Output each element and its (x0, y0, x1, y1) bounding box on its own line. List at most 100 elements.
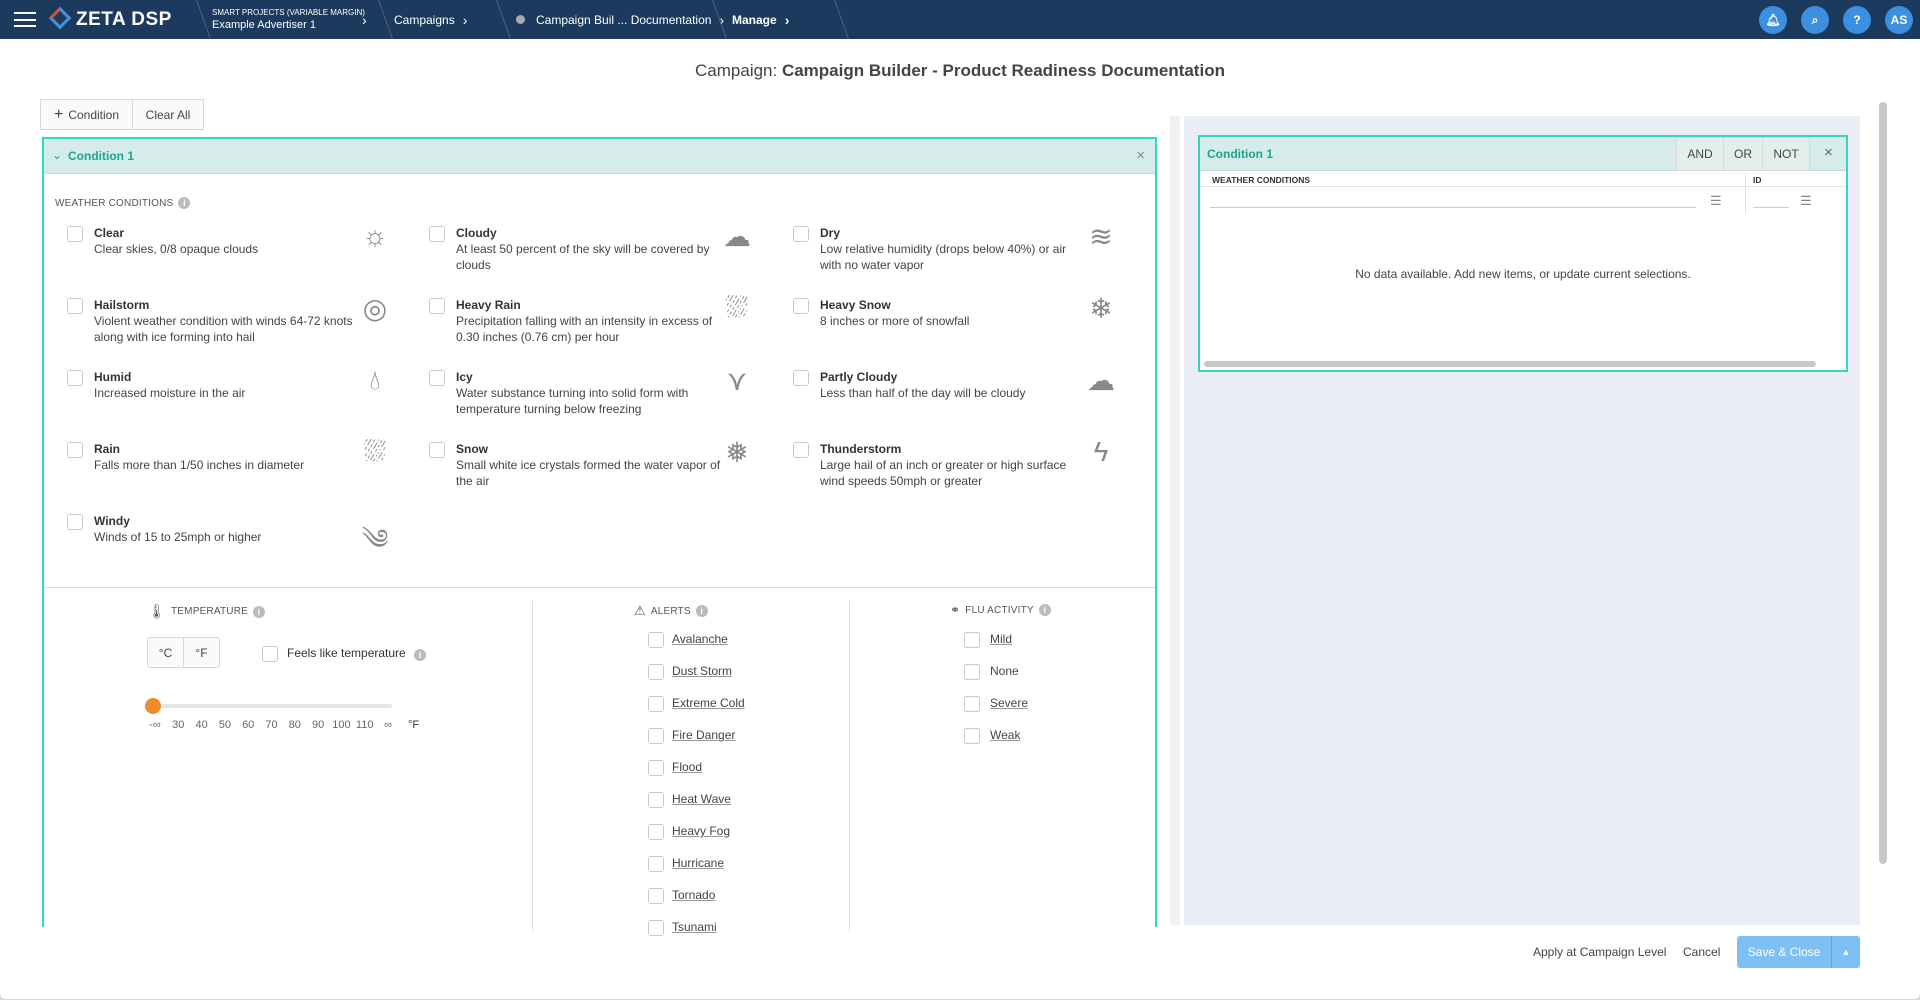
alert-option[interactable]: Hurricane (672, 856, 725, 870)
alert-checkbox[interactable] (648, 760, 664, 776)
weather-checkbox[interactable] (67, 226, 83, 242)
alert-option[interactable]: Avalanche (672, 632, 728, 646)
weather-checkbox[interactable] (793, 370, 809, 386)
flu-checkbox[interactable] (964, 632, 980, 648)
heavy-rain-icon: ⛆ (725, 292, 749, 323)
cancel-button[interactable]: Cancel (1683, 945, 1721, 959)
save-options-caret-icon[interactable]: ▲ (1831, 936, 1860, 968)
id-filter-input[interactable] (1753, 207, 1789, 208)
info-icon[interactable]: i (178, 197, 191, 209)
weather-description: Low relative humidity (drops below 40%) … (820, 242, 1067, 272)
temperature-slider-handle[interactable] (145, 698, 161, 714)
vertical-scrollbar[interactable] (1879, 102, 1887, 864)
alert-checkbox[interactable] (648, 888, 664, 904)
weather-checkbox[interactable] (429, 226, 445, 242)
add-condition-button[interactable]: + Condition (40, 99, 133, 130)
weather-description: Small white ice crystals formed the wate… (456, 458, 721, 488)
slider-tick-label: ∞ (384, 719, 392, 731)
temperature-slider-track[interactable] (152, 704, 392, 708)
search-icon[interactable]: ⌕ (1801, 6, 1829, 34)
filter-icon[interactable]: ☰ (1710, 193, 1722, 208)
breadcrumb-campaigns[interactable]: Campaigns › (394, 0, 467, 39)
weather-filter-input[interactable] (1210, 207, 1696, 208)
weather-checkbox[interactable] (793, 442, 809, 458)
flu-option[interactable]: Weak (990, 728, 1021, 742)
weather-checkbox[interactable] (67, 370, 83, 386)
weather-checkbox[interactable] (793, 298, 809, 314)
chevron-down-icon[interactable]: ⌄ (52, 148, 63, 162)
alert-option[interactable]: Fire Danger (672, 728, 736, 742)
flu-label-text: FLU ACTIVITY (965, 604, 1034, 616)
alert-option[interactable]: Tsunami (672, 920, 717, 934)
info-icon[interactable]: i (695, 605, 708, 617)
user-avatar[interactable]: AS (1885, 6, 1913, 34)
snow-cloud-icon: ❅ (725, 437, 749, 468)
weather-name: Heavy Rain (456, 298, 521, 312)
alert-checkbox[interactable] (648, 792, 664, 808)
feels-like-label: Feels like temperature (287, 646, 406, 660)
help-icon[interactable]: ? (1843, 6, 1871, 34)
info-icon[interactable]: i (414, 649, 426, 661)
weather-checkbox[interactable] (793, 226, 809, 242)
condition-panel: ⌄ Condition 1 × WEATHER CONDITIONS i Clea… (42, 137, 1157, 936)
alert-option[interactable]: Dust Storm (672, 664, 733, 678)
close-icon[interactable]: × (1136, 147, 1145, 164)
flu-option[interactable]: Mild (990, 632, 1013, 646)
weather-description: At least 50 percent of the sky will be c… (456, 242, 710, 272)
feels-like-checkbox[interactable] (262, 646, 278, 662)
celsius-button[interactable]: °C (147, 637, 184, 668)
alert-checkbox[interactable] (648, 632, 664, 648)
panel-splitter[interactable] (1170, 116, 1180, 925)
weather-checkbox[interactable] (67, 442, 83, 458)
info-icon[interactable]: i (1038, 604, 1051, 616)
hamburger-menu-icon[interactable] (14, 12, 36, 27)
info-icon[interactable]: i (253, 605, 266, 618)
weather-checkbox[interactable] (67, 298, 83, 314)
flu-checkbox[interactable] (964, 728, 980, 744)
alert-checkbox[interactable] (648, 728, 664, 744)
breadcrumb-manage[interactable]: Manage › (732, 0, 789, 39)
weather-description: Winds of 15 to 25mph or higher (94, 530, 262, 544)
weather-checkbox[interactable] (429, 442, 445, 458)
flu-option[interactable]: None (990, 664, 1019, 678)
alert-checkbox[interactable] (648, 664, 664, 680)
flu-checkbox[interactable] (964, 664, 980, 680)
clear-all-button[interactable]: Clear All (132, 99, 204, 130)
weather-checkbox[interactable] (429, 370, 445, 386)
slider-tick-label: 90 (311, 719, 325, 731)
and-button[interactable]: AND (1676, 137, 1724, 171)
weather-checkbox[interactable] (67, 514, 83, 530)
slider-tick-label: 70 (265, 719, 278, 731)
alert-checkbox[interactable] (648, 696, 664, 712)
apply-campaign-level-button[interactable]: Apply at Campaign Level (1533, 945, 1667, 959)
filter-icon[interactable]: ☰ (1800, 193, 1812, 208)
alert-option[interactable]: Flood (672, 760, 703, 774)
not-button[interactable]: NOT (1762, 137, 1810, 171)
condition-title: Condition 1 (68, 149, 134, 163)
alert-checkbox[interactable] (648, 920, 664, 936)
breadcrumb-campaign[interactable]: Campaign Buil ... Documentation › (516, 0, 724, 39)
close-icon[interactable]: × (1824, 144, 1833, 161)
flu-option[interactable]: Severe (990, 696, 1029, 710)
slider-tick-label: -∞ (149, 719, 161, 731)
notifications-bell-icon[interactable]: 🔔︎ (1759, 6, 1787, 34)
fahrenheit-button[interactable]: °F (183, 637, 220, 668)
app-name[interactable]: ZETA DSP (76, 9, 172, 30)
or-button[interactable]: OR (1723, 137, 1763, 171)
alert-option[interactable]: Heat Wave (672, 792, 731, 806)
horizontal-scrollbar[interactable] (1204, 361, 1816, 367)
unit-label: °F (408, 719, 420, 731)
condition-header[interactable]: ⌄ Condition 1 × (44, 139, 1155, 174)
column-header-id[interactable]: ID (1753, 175, 1762, 185)
weather-checkbox[interactable] (429, 298, 445, 314)
column-header-weather[interactable]: WEATHER CONDITIONS (1212, 175, 1311, 185)
save-close-button[interactable]: Save & Close (1737, 936, 1831, 968)
alert-option[interactable]: Tornado (672, 888, 716, 902)
breadcrumb-project[interactable]: SMART PROJECTS (VARIABLE MARGIN) Example… (212, 0, 365, 39)
alert-checkbox[interactable] (648, 824, 664, 840)
weather-name: Snow (456, 442, 488, 456)
flu-checkbox[interactable] (964, 696, 980, 712)
alert-option[interactable]: Heavy Fog (672, 824, 731, 838)
alert-option[interactable]: Extreme Cold (672, 696, 745, 710)
alert-checkbox[interactable] (648, 856, 664, 872)
